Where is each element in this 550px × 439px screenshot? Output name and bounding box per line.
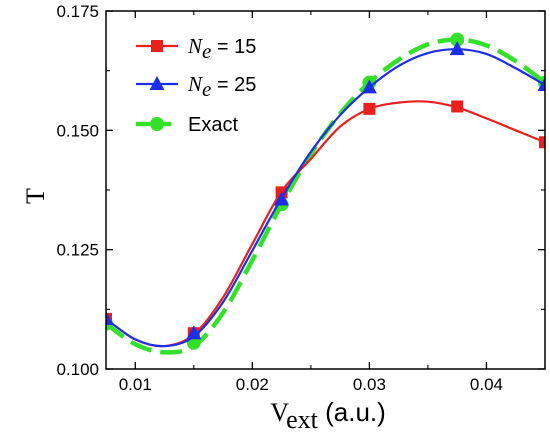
legend-label: Exact xyxy=(188,114,238,136)
legend: Ne = 15 Ne = 25 Exact xyxy=(136,34,256,136)
series-line xyxy=(106,37,545,355)
x-axis-label: Vext (a.u.) xyxy=(270,397,386,434)
y-tick-label: 0.150 xyxy=(56,121,99,140)
data-point xyxy=(186,325,202,340)
series-line xyxy=(106,48,545,348)
data-point xyxy=(106,310,114,325)
legend-item: Ne = 25 xyxy=(136,72,256,101)
y-tick-label: 0.175 xyxy=(56,2,99,21)
legend-label: Ne = 15 xyxy=(187,34,256,63)
y-tick-label: 0.100 xyxy=(56,360,99,379)
data-point xyxy=(537,76,545,91)
plot-frame xyxy=(105,10,546,370)
legend-item: Ne = 15 xyxy=(136,34,256,63)
legend-label: Ne = 25 xyxy=(187,72,256,101)
x-axis-label-rest: (a.u.) xyxy=(318,397,386,427)
x-tick-labels: 0.01 0.02 0.03 0.04 xyxy=(119,375,503,394)
y-tick-labels: 0.100 0.125 0.150 0.175 xyxy=(56,2,99,379)
series-line xyxy=(106,100,545,348)
series-0 xyxy=(106,100,545,348)
data-point xyxy=(449,41,465,56)
data-point xyxy=(361,79,377,94)
series-layer xyxy=(106,32,545,355)
y-tick-label: 0.125 xyxy=(56,241,99,260)
x-tick-label: 0.02 xyxy=(236,375,269,394)
x-tick-label: 0.04 xyxy=(470,375,503,394)
legend-marker xyxy=(150,117,164,131)
data-point xyxy=(451,100,464,113)
x-axis-label-main: V xyxy=(270,398,289,427)
axis-ticks xyxy=(106,10,546,370)
series-1 xyxy=(106,41,545,348)
y-axis-label: T xyxy=(21,188,50,204)
data-point xyxy=(539,136,545,149)
legend-marker xyxy=(149,76,165,90)
data-point xyxy=(450,32,465,47)
legend-item: Exact xyxy=(136,114,238,136)
x-tick-label: 0.01 xyxy=(119,375,152,394)
x-axis-label-sub: ext xyxy=(286,405,319,434)
x-tick-label: 0.03 xyxy=(353,375,386,394)
legend-marker xyxy=(151,40,163,52)
data-point xyxy=(363,102,376,115)
series-2 xyxy=(106,32,545,355)
data-point xyxy=(274,191,290,206)
